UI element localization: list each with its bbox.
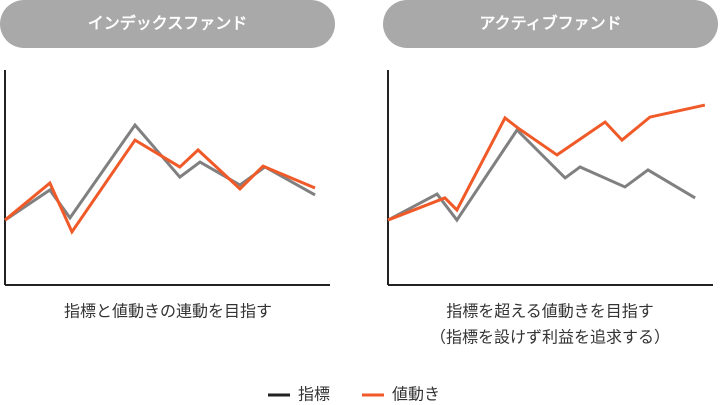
caption: 指標と値動きの連動を目指す — [64, 302, 272, 321]
panel-header — [0, 0, 335, 48]
panel-header — [383, 0, 718, 48]
data-line — [387, 127, 696, 223]
caption: （指標を設けず利益を追求する） — [430, 328, 670, 347]
legend-label: 値動き — [392, 385, 440, 404]
legend-label: 指標 — [298, 385, 330, 404]
data-line — [387, 103, 706, 222]
caption: 指標を超える値動きを目指す — [446, 302, 654, 321]
data-line — [4, 122, 316, 222]
panel-title: インデックスファンド — [88, 14, 248, 33]
data-line — [4, 138, 316, 235]
panel-title: アクティブファンド — [479, 14, 621, 33]
